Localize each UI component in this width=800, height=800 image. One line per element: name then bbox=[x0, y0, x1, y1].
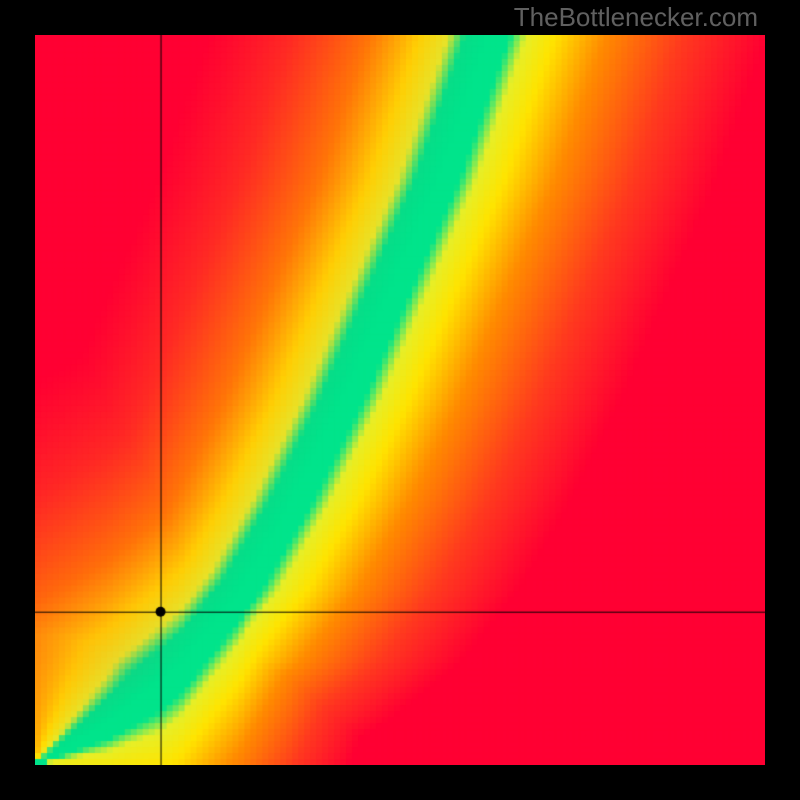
watermark-text: TheBottlenecker.com bbox=[514, 2, 758, 33]
chart-container: TheBottlenecker.com bbox=[0, 0, 800, 800]
bottleneck-heatmap bbox=[35, 35, 765, 765]
